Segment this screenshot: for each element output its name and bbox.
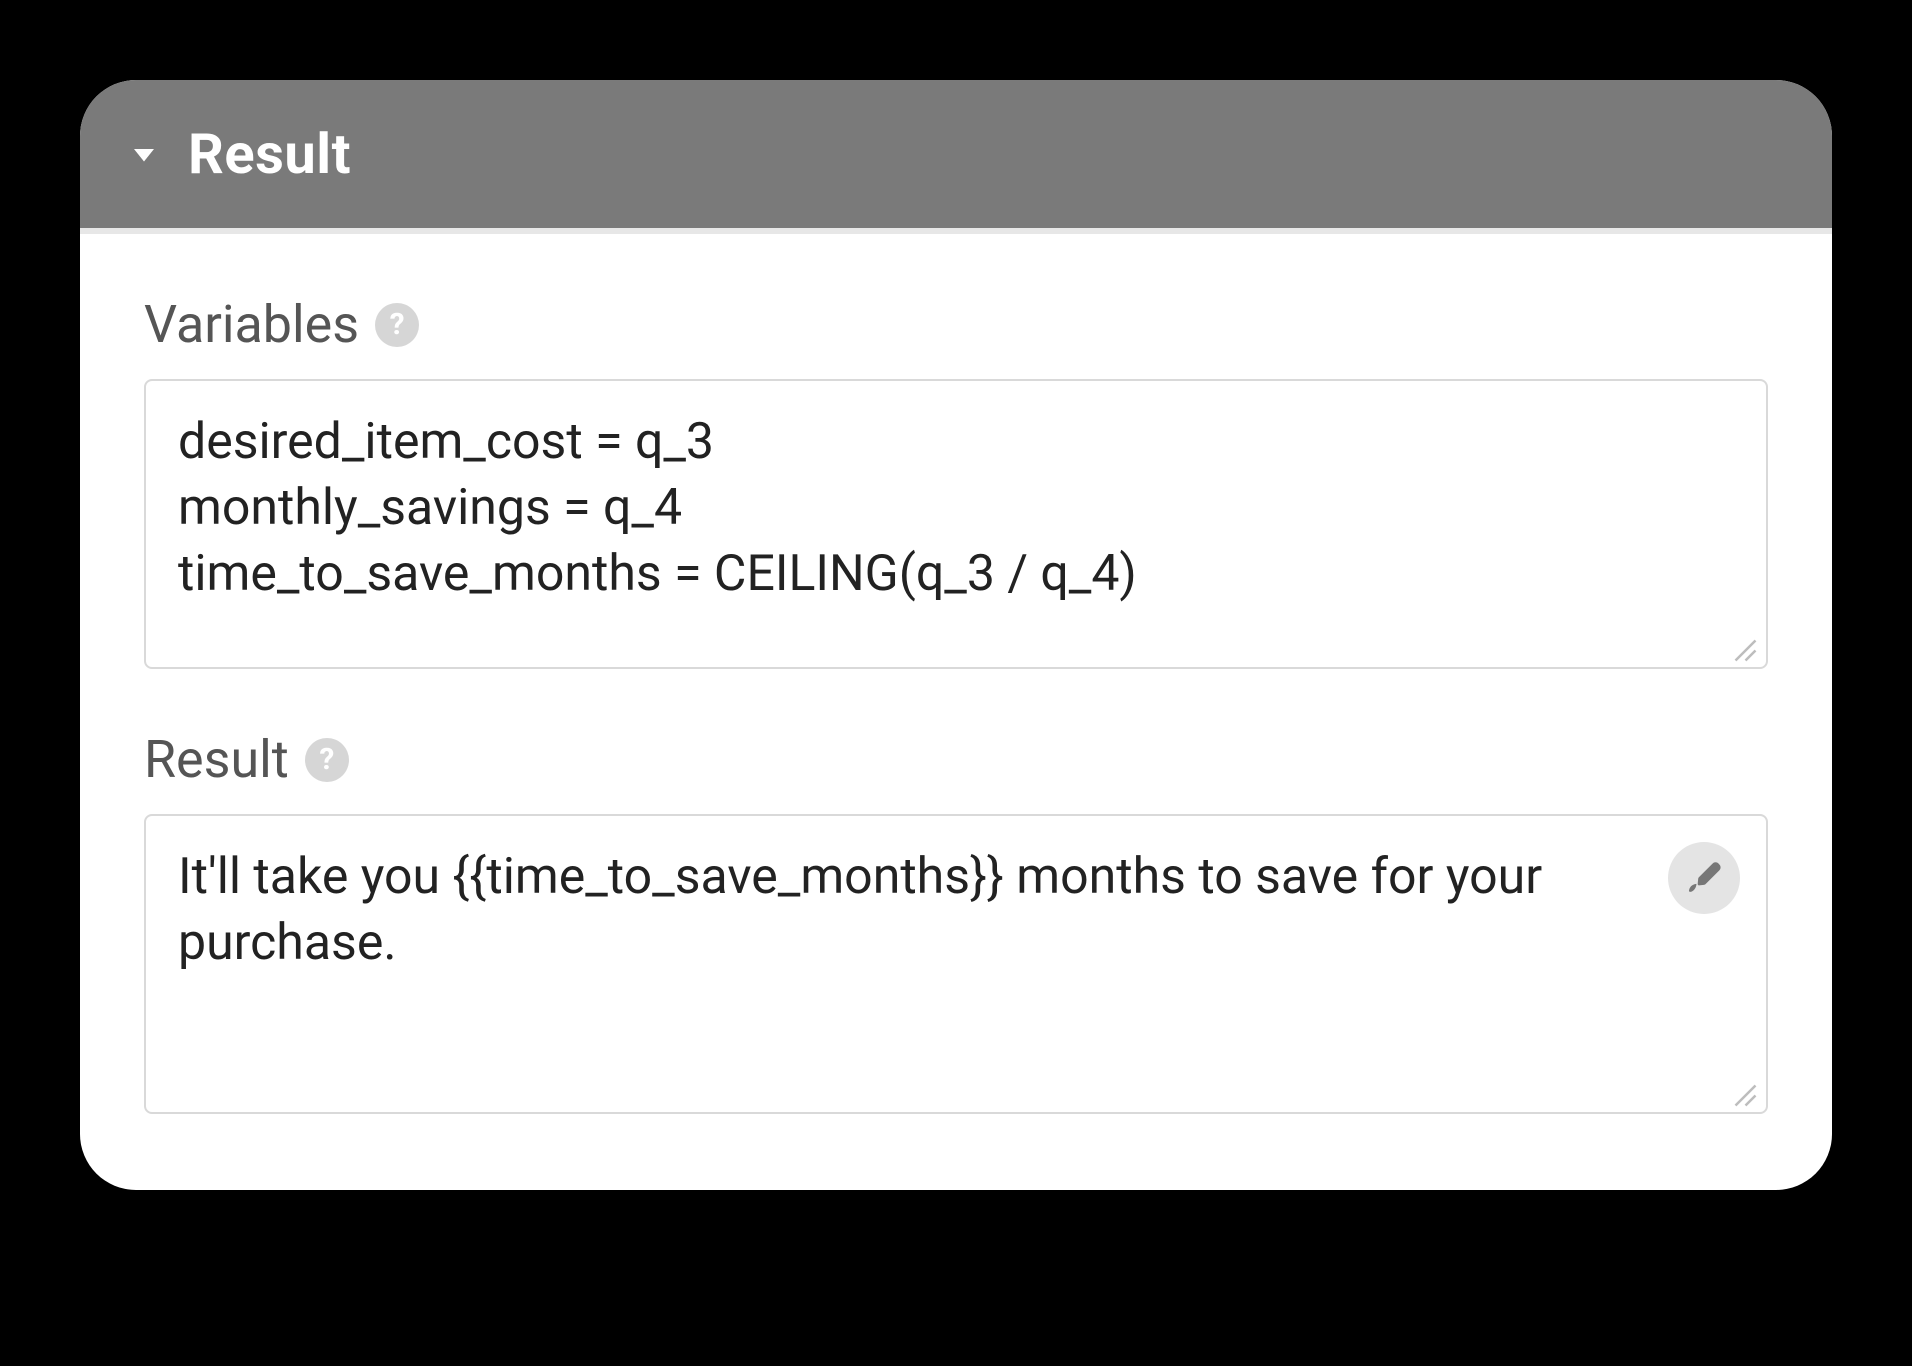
variables-textarea[interactable] [144,379,1768,669]
panel-header[interactable]: Result [80,80,1832,228]
help-icon[interactable]: ? [305,738,349,782]
result-label: Result [144,729,289,790]
result-field-group: Result ? [144,729,1768,1118]
format-button[interactable] [1668,842,1740,914]
paintbrush-icon [1684,858,1724,898]
help-icon[interactable]: ? [375,303,419,347]
variables-label: Variables [144,294,359,355]
result-panel: Result Variables ? [80,80,1832,1190]
panel-body: Variables ? Result ? [80,228,1832,1190]
result-textarea[interactable] [144,814,1768,1114]
collapse-triangle-icon[interactable] [128,138,160,170]
panel-title: Result [188,121,351,187]
variables-field-group: Variables ? [144,294,1768,673]
